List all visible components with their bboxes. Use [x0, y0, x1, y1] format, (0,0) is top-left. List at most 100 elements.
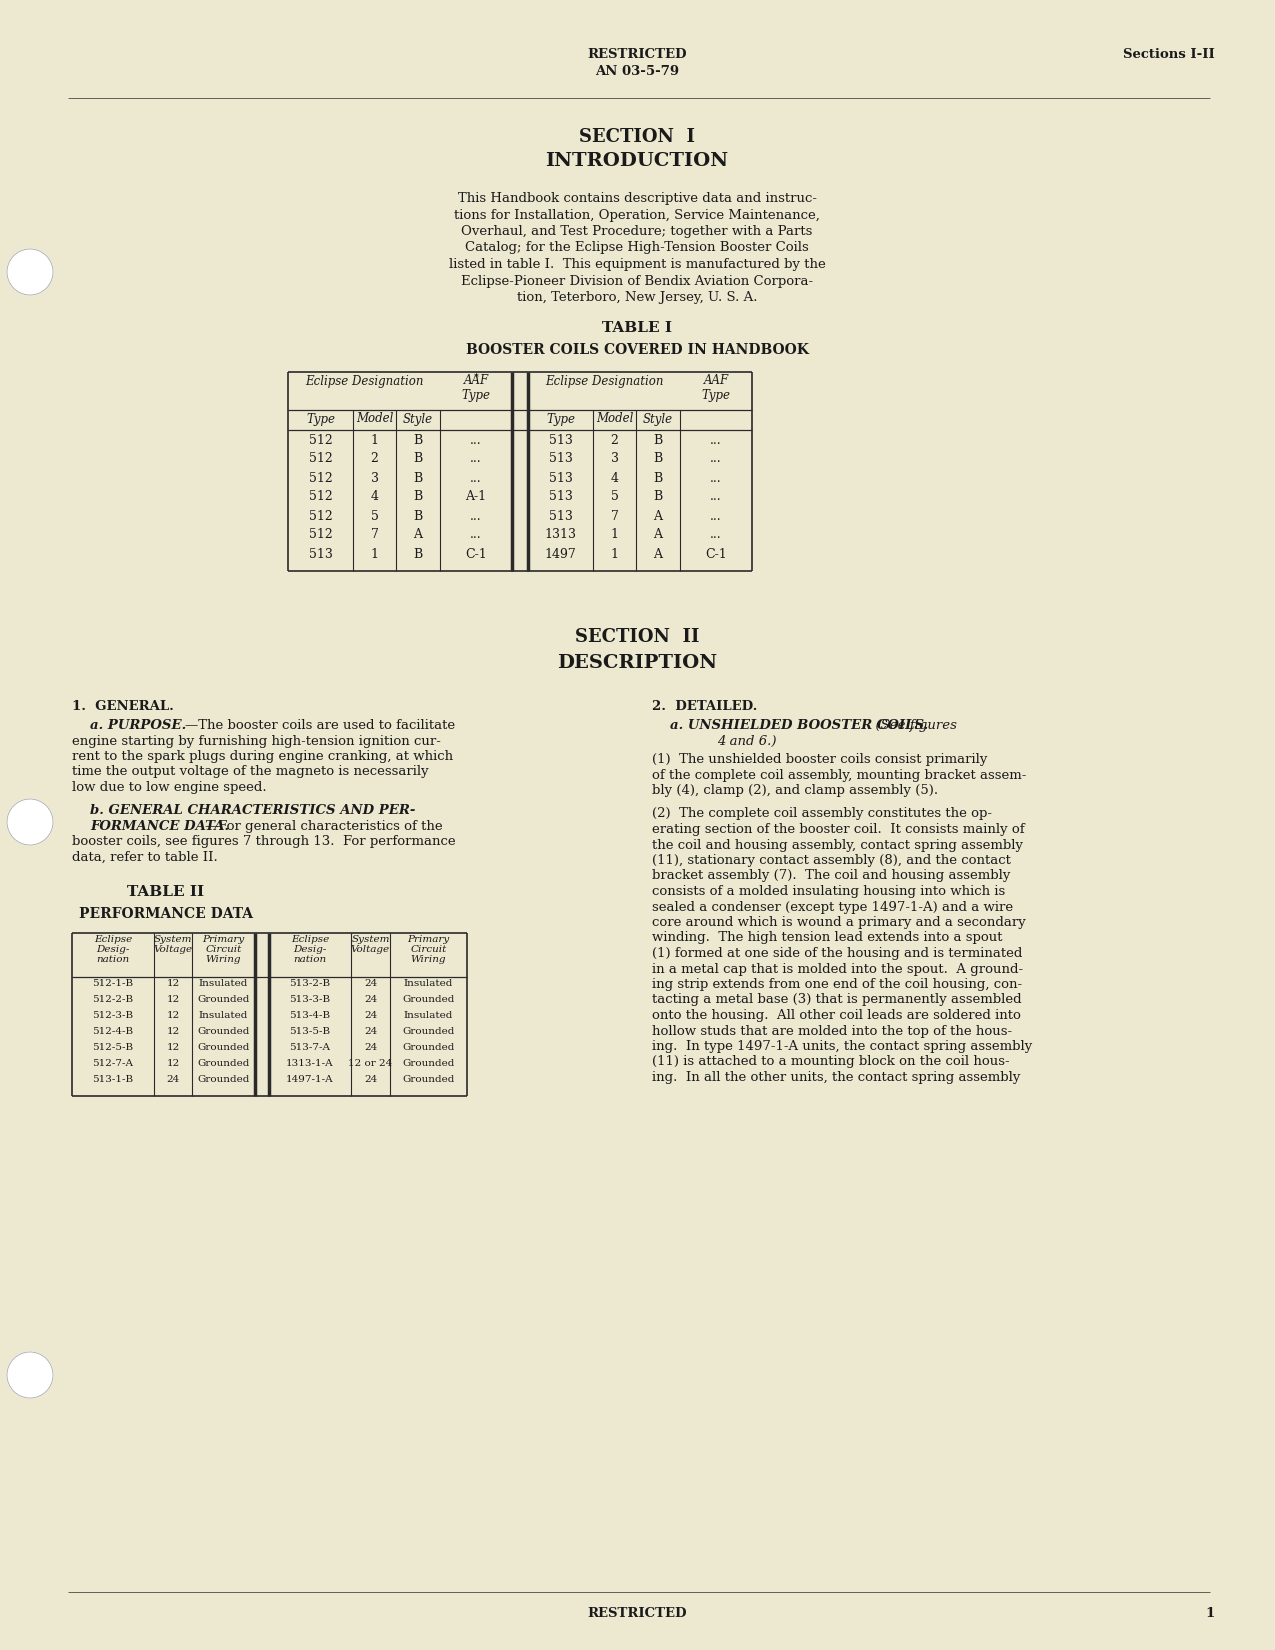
Text: 513-5-B: 513-5-B	[289, 1028, 330, 1036]
Text: B: B	[413, 548, 422, 561]
Text: A: A	[654, 510, 663, 523]
Text: 5: 5	[611, 490, 618, 503]
Text: tion, Teterboro, New Jersey, U. S. A.: tion, Teterboro, New Jersey, U. S. A.	[516, 290, 757, 304]
Text: 513: 513	[548, 452, 572, 465]
Text: 12: 12	[166, 1043, 180, 1053]
Text: Catalog; for the Eclipse High-Tension Booster Coils: Catalog; for the Eclipse High-Tension Bo…	[465, 241, 808, 254]
Text: *: *	[473, 373, 478, 381]
Text: consists of a molded insulating housing into which is: consists of a molded insulating housing …	[652, 884, 1005, 898]
Text: time the output voltage of the magneto is necessarily: time the output voltage of the magneto i…	[71, 766, 428, 779]
Text: 1: 1	[611, 548, 618, 561]
Text: 1: 1	[371, 548, 379, 561]
Text: AN 03-5-79: AN 03-5-79	[595, 64, 680, 78]
Text: B: B	[653, 434, 663, 447]
Text: 4: 4	[611, 472, 618, 485]
Text: 512-3-B: 512-3-B	[92, 1011, 134, 1020]
Text: This Handbook contains descriptive data and instruc-: This Handbook contains descriptive data …	[458, 191, 816, 205]
Text: 512-2-B: 512-2-B	[92, 995, 134, 1005]
Text: 24: 24	[363, 1043, 377, 1053]
Text: ...: ...	[710, 510, 722, 523]
Text: 24: 24	[363, 980, 377, 988]
Text: Style: Style	[643, 412, 673, 426]
Text: Insulated: Insulated	[199, 980, 249, 988]
Text: 3: 3	[611, 452, 618, 465]
Text: tacting a metal base (3) that is permanently assembled: tacting a metal base (3) that is permane…	[652, 993, 1021, 1006]
Text: 12: 12	[166, 1011, 180, 1020]
Text: bly (4), clamp (2), and clamp assembly (5).: bly (4), clamp (2), and clamp assembly (…	[652, 784, 938, 797]
Text: erating section of the booster coil.  It consists mainly of: erating section of the booster coil. It …	[652, 823, 1025, 837]
Text: Sections I-II: Sections I-II	[1123, 48, 1215, 61]
Text: ...: ...	[470, 452, 482, 465]
Text: Grounded: Grounded	[403, 1028, 455, 1036]
Text: 1.  GENERAL.: 1. GENERAL.	[71, 701, 173, 713]
Text: 7: 7	[611, 510, 618, 523]
Text: 3: 3	[371, 472, 379, 485]
Text: ...: ...	[470, 528, 482, 541]
Text: 513-7-A: 513-7-A	[289, 1043, 330, 1053]
Text: A: A	[654, 528, 663, 541]
Text: (1) formed at one side of the housing and is terminated: (1) formed at one side of the housing an…	[652, 947, 1023, 960]
Circle shape	[6, 799, 54, 845]
Text: Model: Model	[356, 412, 393, 426]
Text: core around which is wound a primary and a secondary: core around which is wound a primary and…	[652, 916, 1026, 929]
Text: PERFORMANCE DATA: PERFORMANCE DATA	[79, 906, 252, 921]
Text: B: B	[653, 452, 663, 465]
Text: Grounded: Grounded	[198, 995, 250, 1005]
Text: 1: 1	[1206, 1607, 1215, 1620]
Text: AAF
Type: AAF Type	[701, 373, 731, 401]
Text: 2: 2	[371, 452, 379, 465]
Text: ...: ...	[470, 510, 482, 523]
Text: 513-4-B: 513-4-B	[289, 1011, 330, 1020]
Text: the coil and housing assembly, contact spring assembly: the coil and housing assembly, contact s…	[652, 838, 1023, 851]
Text: 1: 1	[611, 528, 618, 541]
Text: a. PURPOSE.: a. PURPOSE.	[91, 719, 186, 733]
Text: Eclipse-Pioneer Division of Bendix Aviation Corpora-: Eclipse-Pioneer Division of Bendix Aviat…	[462, 274, 813, 287]
Text: ing.  In all the other units, the contact spring assembly: ing. In all the other units, the contact…	[652, 1071, 1020, 1084]
Text: winding.  The high tension lead extends into a spout: winding. The high tension lead extends i…	[652, 932, 1002, 944]
Text: Type: Type	[546, 412, 575, 426]
Text: 513-1-B: 513-1-B	[92, 1076, 134, 1084]
Text: DESCRIPTION: DESCRIPTION	[557, 655, 717, 673]
Text: Type: Type	[306, 412, 335, 426]
Text: BOOSTER COILS COVERED IN HANDBOOK: BOOSTER COILS COVERED IN HANDBOOK	[465, 343, 808, 358]
Text: Grounded: Grounded	[403, 1059, 455, 1069]
Text: 513: 513	[309, 548, 333, 561]
Text: —The booster coils are used to facilitate: —The booster coils are used to facilitat…	[185, 719, 455, 733]
Text: 512: 512	[309, 472, 333, 485]
Text: 512: 512	[309, 510, 333, 523]
Text: 513: 513	[548, 472, 572, 485]
Circle shape	[6, 1351, 54, 1398]
Text: ...: ...	[710, 528, 722, 541]
Text: Style: Style	[403, 412, 434, 426]
Text: RESTRICTED: RESTRICTED	[588, 48, 687, 61]
Text: (11), stationary contact assembly (8), and the contact: (11), stationary contact assembly (8), a…	[652, 855, 1011, 866]
Text: 12: 12	[166, 1028, 180, 1036]
Text: Grounded: Grounded	[198, 1043, 250, 1053]
Text: SECTION  II: SECTION II	[575, 629, 699, 647]
Text: Grounded: Grounded	[403, 1076, 455, 1084]
Text: 12: 12	[166, 1059, 180, 1069]
Text: Primary
Circuit
Wiring: Primary Circuit Wiring	[408, 934, 450, 964]
Text: 513-2-B: 513-2-B	[289, 980, 330, 988]
Text: 12: 12	[166, 995, 180, 1005]
Text: 512-1-B: 512-1-B	[92, 980, 134, 988]
Text: 512: 512	[309, 434, 333, 447]
Text: (1)  The unshielded booster coils consist primarily: (1) The unshielded booster coils consist…	[652, 752, 987, 766]
Text: b. GENERAL CHARACTERISTICS AND PER-: b. GENERAL CHARACTERISTICS AND PER-	[91, 805, 416, 817]
Text: (2)  The complete coil assembly constitutes the op-: (2) The complete coil assembly constitut…	[652, 807, 992, 820]
Text: listed in table I.  This equipment is manufactured by the: listed in table I. This equipment is man…	[449, 257, 825, 271]
Text: Grounded: Grounded	[198, 1076, 250, 1084]
Text: INTRODUCTION: INTRODUCTION	[546, 152, 728, 170]
Text: (See figures: (See figures	[867, 719, 956, 733]
Text: A: A	[413, 528, 422, 541]
Text: 512-4-B: 512-4-B	[92, 1028, 134, 1036]
Text: ing.  In type 1497-1-A units, the contact spring assembly: ing. In type 1497-1-A units, the contact…	[652, 1040, 1033, 1053]
Text: B: B	[413, 472, 422, 485]
Text: C-1: C-1	[705, 548, 727, 561]
Text: data, refer to table II.: data, refer to table II.	[71, 851, 218, 865]
Text: B: B	[653, 490, 663, 503]
Text: 512: 512	[309, 528, 333, 541]
Text: Insulated: Insulated	[404, 980, 453, 988]
Text: TABLE I: TABLE I	[602, 322, 672, 335]
Text: a. UNSHIELDED BOOSTER COILS.: a. UNSHIELDED BOOSTER COILS.	[669, 719, 928, 733]
